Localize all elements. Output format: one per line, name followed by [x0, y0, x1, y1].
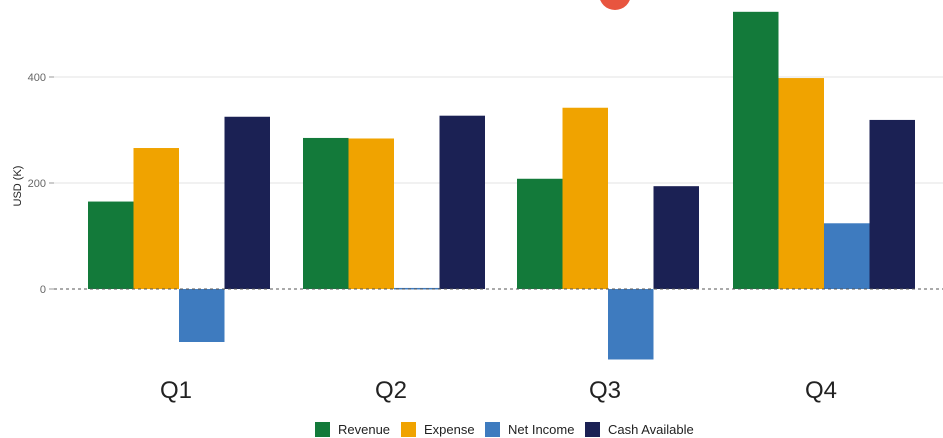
legend-swatch — [401, 422, 416, 437]
category-label: Q1 — [160, 377, 192, 404]
bar-cash-available-q2 — [439, 115, 485, 289]
bar-net-income-q1 — [179, 289, 225, 342]
bar-revenue-q1 — [88, 201, 134, 289]
legend-swatch — [585, 422, 600, 437]
bar-cash-available-q3 — [653, 186, 699, 289]
legend-label: Cash Available — [608, 422, 694, 437]
bar-revenue-q3 — [517, 178, 563, 289]
bars — [88, 11, 915, 360]
y-tick-label: 200 — [28, 178, 46, 190]
legend-label: Expense — [424, 422, 475, 437]
category-label: Q4 — [805, 377, 837, 404]
bar-cash-available-q4 — [869, 119, 915, 290]
y-tick-label: 400 — [28, 72, 46, 84]
bar-expense-q1 — [133, 148, 179, 289]
legend: Revenue Expense Net Income Cash Available — [315, 422, 694, 437]
category-label: Q2 — [375, 377, 407, 404]
y-axis-ticks: 0 200 400 — [28, 72, 54, 296]
y-tick-label: 0 — [40, 284, 46, 296]
bar-net-income-q3 — [608, 289, 654, 360]
bar-revenue-q2 — [303, 137, 349, 289]
bar-expense-q4 — [778, 78, 824, 289]
bar-cash-available-q1 — [224, 116, 270, 289]
category-label: Q3 — [589, 377, 621, 404]
bar-revenue-q4 — [733, 11, 779, 290]
legend-label: Net Income — [508, 422, 574, 437]
bar-expense-q3 — [562, 107, 608, 290]
x-axis-labels: Q1 Q2 Q3 Q4 — [160, 377, 837, 404]
legend-label: Revenue — [338, 422, 390, 437]
record-indicator — [599, 0, 631, 10]
legend-swatch — [485, 422, 500, 437]
bar-expense-q2 — [348, 138, 394, 289]
y-axis-title: USD (K) — [12, 166, 24, 207]
legend-swatch — [315, 422, 330, 437]
bar-net-income-q4 — [824, 223, 870, 289]
